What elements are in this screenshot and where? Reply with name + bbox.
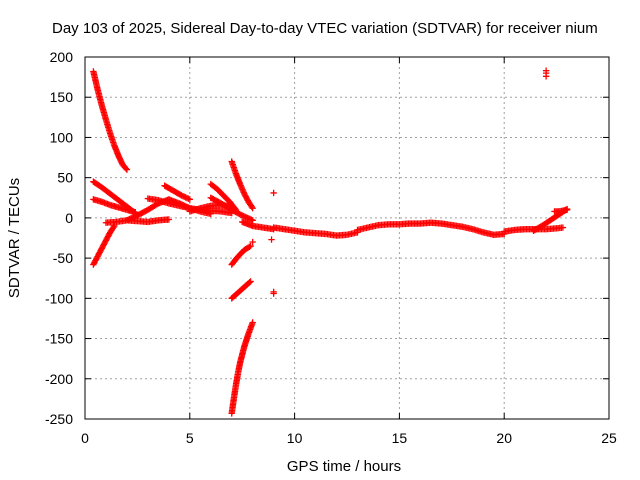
- series-track-7-to-8-high: [228, 158, 256, 212]
- data-point: [559, 224, 567, 231]
- data-point: [246, 243, 253, 251]
- y-axis-label: SDTVAR / TECUs: [6, 178, 23, 298]
- x-tick-label: 0: [81, 430, 89, 446]
- data-point: [270, 290, 277, 297]
- data-point: [249, 238, 256, 246]
- x-axis-label: GPS time / hours: [287, 458, 401, 475]
- series-track-9-to-13: [270, 224, 361, 239]
- series-track-deep-dip: [228, 319, 256, 417]
- x-tick-label: 15: [392, 430, 408, 446]
- data-point: [178, 192, 185, 199]
- y-tick-label: 0: [65, 210, 73, 226]
- series-track-8-to-9: [239, 218, 277, 233]
- chart-title: Day 103 of 2025, Sidereal Day-to-day VTE…: [52, 20, 598, 37]
- y-tick-label: 100: [50, 129, 74, 145]
- data-point: [165, 216, 173, 223]
- y-tick-label: -50: [53, 250, 73, 266]
- grid-lines: [85, 57, 609, 419]
- data-point: [249, 205, 256, 212]
- axis-ticks: [84, 56, 610, 420]
- data-point: [181, 193, 188, 200]
- plot-area: [90, 67, 571, 417]
- x-tick-label: 20: [496, 430, 512, 446]
- series-track-6-to-7-upper: [207, 180, 240, 214]
- y-tick-label: 150: [50, 89, 74, 105]
- y-tick-labels: -250 -200 -150 -100 -50 0 50 100 150 200: [45, 49, 73, 427]
- series-track-rising-early: [90, 222, 118, 268]
- y-tick-label: 200: [50, 49, 74, 65]
- data-point: [268, 236, 275, 243]
- x-tick-label: 25: [601, 430, 617, 446]
- data-point: [249, 217, 256, 224]
- data-point: [563, 206, 571, 214]
- data-point: [248, 203, 256, 211]
- series-track-4-to-5: [161, 182, 193, 203]
- series-track-steep-descent-early: [90, 68, 131, 173]
- y-tick-label: -150: [45, 331, 73, 347]
- data-point: [247, 278, 254, 285]
- data-point: [241, 246, 248, 254]
- series-track-13-to-20: [354, 219, 508, 238]
- data-point: [179, 192, 187, 200]
- x-tick-label: 10: [287, 430, 303, 446]
- plot-frame: [84, 56, 610, 420]
- y-tick-label: -250: [45, 411, 73, 427]
- data-point: [123, 166, 131, 173]
- y-tick-label: -200: [45, 371, 73, 387]
- x-tick-labels: 0 5 10 15 20 25: [81, 430, 617, 446]
- series-track-6-to-8-lower: [207, 194, 256, 224]
- x-tick-label: 5: [186, 430, 194, 446]
- y-tick-label: 50: [57, 170, 73, 186]
- series-track-mid-early: [90, 196, 139, 216]
- data-point: [186, 196, 193, 203]
- data-point: [182, 194, 189, 201]
- series-isolated-near-22: [542, 67, 550, 80]
- data-point: [542, 73, 550, 80]
- series-track-22-5-to-23: [551, 206, 571, 215]
- data-point: [249, 319, 256, 326]
- series-track-7-to-8-low: [228, 278, 254, 302]
- series-track-7-to-8-mid: [228, 242, 254, 268]
- series-isolated-near-9: [241, 189, 277, 297]
- data-point: [122, 165, 130, 172]
- data-point: [183, 194, 191, 202]
- y-tick-label: -100: [45, 290, 73, 306]
- data-point: [185, 195, 192, 202]
- data-point: [270, 189, 277, 197]
- data-point: [247, 242, 254, 250]
- data-point: [246, 279, 253, 286]
